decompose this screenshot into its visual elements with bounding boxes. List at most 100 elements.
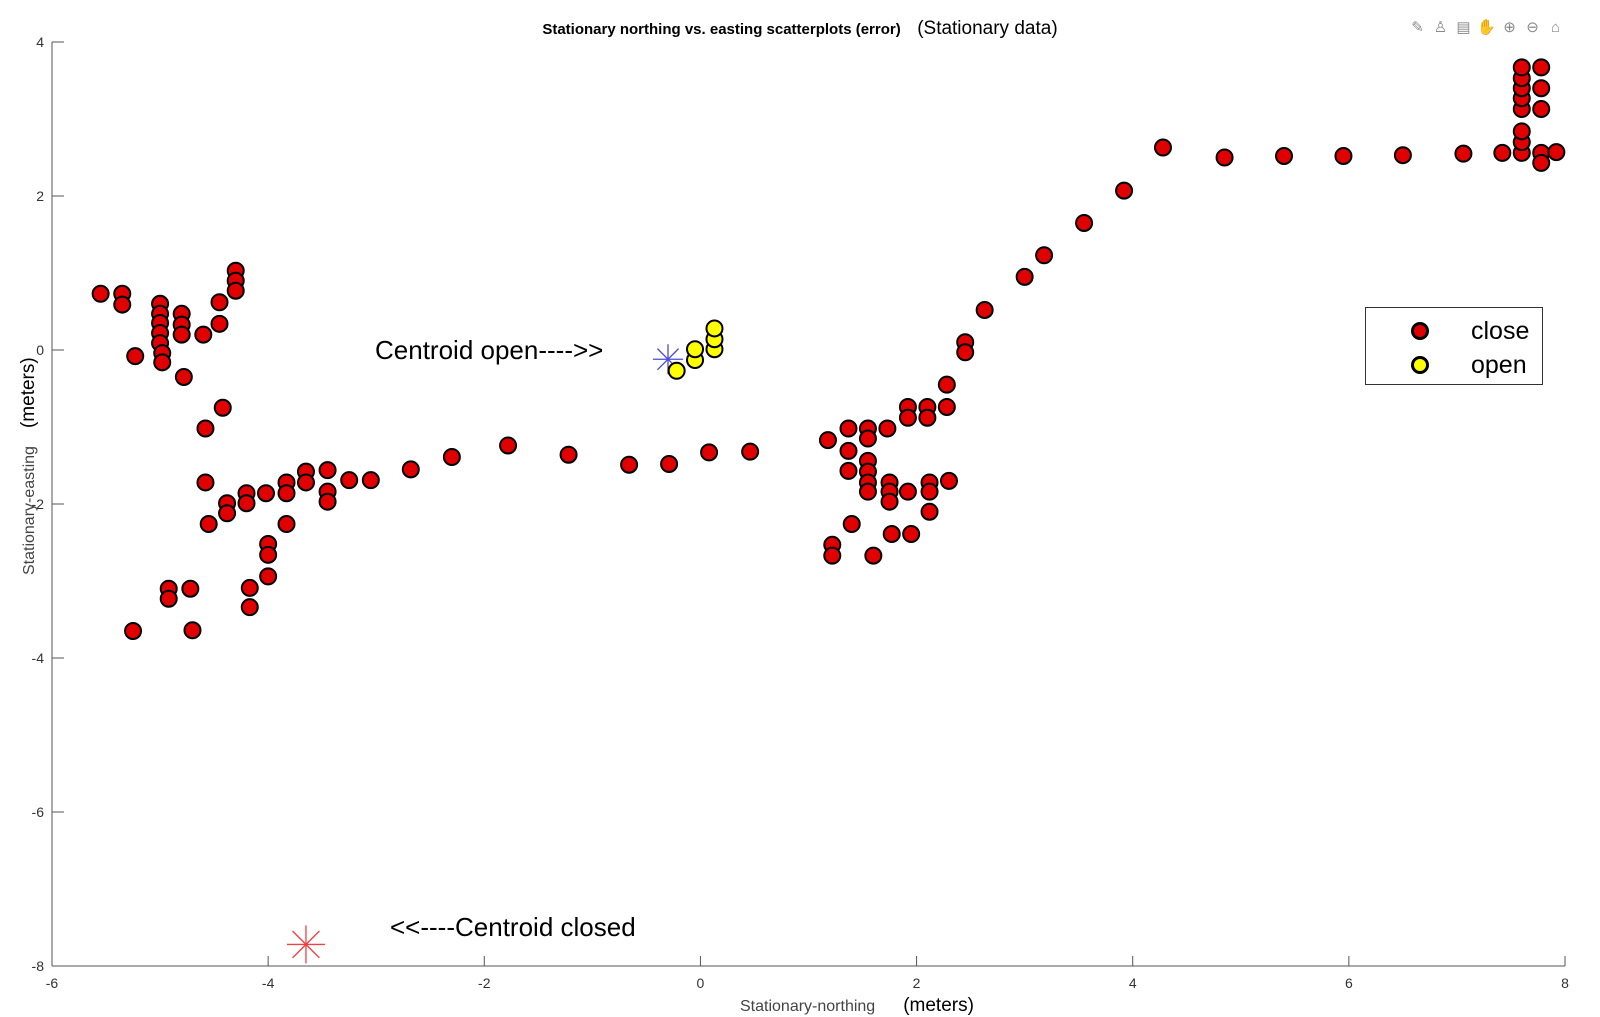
data-point-close [839, 419, 858, 438]
data-point-open [705, 319, 724, 338]
data-point-close [1035, 246, 1054, 265]
brush-icon[interactable]: ♙ [1433, 19, 1448, 36]
data-point-close [937, 375, 956, 394]
home-icon[interactable]: ⌂ [1550, 19, 1561, 36]
zoom-in-icon[interactable]: ⊕ [1503, 19, 1516, 36]
data-point-close [956, 343, 975, 362]
data-point-close [124, 622, 143, 641]
y-tick-label: -4 [32, 650, 45, 666]
data-point-close [240, 578, 259, 597]
data-point-close [442, 448, 461, 467]
data-point-close [401, 460, 420, 479]
data-point-close [1532, 79, 1551, 98]
data-point-close [1532, 153, 1551, 172]
data-point-open [667, 361, 686, 380]
data-point-close [898, 482, 917, 501]
y-tick-label: -8 [32, 958, 45, 974]
data-point-close [196, 473, 215, 492]
data-point-close [920, 502, 939, 521]
data-point-close [218, 504, 237, 523]
centroid-closed-annotation: <<----Centroid closed [390, 912, 636, 942]
data-point-close [842, 515, 861, 534]
data-point-close [277, 515, 296, 534]
data-point-close [741, 442, 760, 461]
data-point-close [700, 443, 719, 462]
data-point-close [620, 455, 639, 474]
zoom-out-icon[interactable]: ⊖ [1526, 19, 1539, 36]
y-axis-label-text: Stationary-easting [21, 446, 38, 575]
data-point-close [1393, 146, 1412, 165]
y-tick-label: -6 [32, 804, 45, 820]
data-point-close [818, 431, 837, 450]
data-point-close [277, 484, 296, 503]
data-point-close [318, 461, 337, 480]
data-point-close [920, 482, 939, 501]
y-tick-label: 2 [36, 188, 44, 204]
legend-item-close: close [1366, 314, 1542, 348]
data-point-close [864, 546, 883, 565]
data-point-close [975, 300, 994, 319]
x-axis-unit: (meters) [903, 995, 974, 1016]
data-point-close [113, 295, 132, 314]
data-point-close [1275, 146, 1294, 165]
x-tick-label: 4 [1129, 975, 1137, 991]
legend-marker-open [1411, 356, 1429, 374]
data-point-close [199, 515, 218, 534]
data-point-close [181, 579, 200, 598]
legend: close open [1365, 307, 1543, 385]
data-point-close [318, 492, 337, 511]
data-point-close [296, 473, 315, 492]
x-tick-label: -6 [46, 975, 59, 991]
data-point-close [660, 454, 679, 473]
x-axis-label-text: Stationary-northing [740, 998, 876, 1015]
data-point-close [213, 398, 232, 417]
data-point-close [839, 441, 858, 460]
data-point-close [898, 408, 917, 427]
data-point-close [1015, 267, 1034, 286]
x-tick-label: 0 [697, 975, 705, 991]
data-point-close [172, 325, 191, 344]
edit-plot-icon[interactable]: ✎ [1411, 19, 1424, 36]
data-point-close [880, 492, 899, 511]
data-point-close [194, 325, 213, 344]
data-point-close [1547, 143, 1566, 162]
x-tick-label: -2 [478, 975, 491, 991]
data-point-close [126, 347, 145, 366]
data-point-close [823, 546, 842, 565]
data-point-close [1334, 146, 1353, 165]
data-point-close [196, 419, 215, 438]
data-point-close [1075, 213, 1094, 232]
data-point-close [361, 471, 380, 490]
legend-label-close: close [1471, 316, 1530, 345]
x-axis-label: Stationary-northing (meters) [740, 995, 974, 1017]
data-point-close [340, 471, 359, 490]
data-point-close [1512, 122, 1531, 141]
y-axis-unit: (meters) [18, 357, 39, 429]
data-point-close [226, 281, 245, 300]
data-point-close [918, 408, 937, 427]
data-point-close [1153, 138, 1172, 157]
legend-item-open: open [1366, 348, 1542, 382]
y-tick-label: -2 [32, 496, 45, 512]
data-point-close [1512, 58, 1531, 77]
legend-label-open: open [1471, 350, 1527, 379]
data-point-close [259, 567, 278, 586]
data-point-close [858, 429, 877, 448]
data-point-close [153, 353, 172, 372]
data-tips-icon[interactable]: ▤ [1456, 19, 1471, 36]
pan-hand-icon[interactable]: ✋ [1477, 19, 1496, 36]
data-point-close [210, 314, 229, 333]
chart-title-main: Stationary northing vs. easting scatterp… [542, 21, 901, 38]
y-tick-label: 4 [36, 34, 44, 50]
legend-marker-close [1411, 322, 1429, 340]
data-point-close [939, 471, 958, 490]
x-tick-label: 2 [913, 975, 921, 991]
data-point-close [1532, 99, 1551, 118]
data-point-close [1532, 58, 1551, 77]
chart-title: Stationary northing vs. easting scatterp… [0, 18, 1600, 40]
data-point-close [237, 494, 256, 513]
data-point-close [902, 525, 921, 544]
centroid-closed-marker [286, 925, 325, 964]
